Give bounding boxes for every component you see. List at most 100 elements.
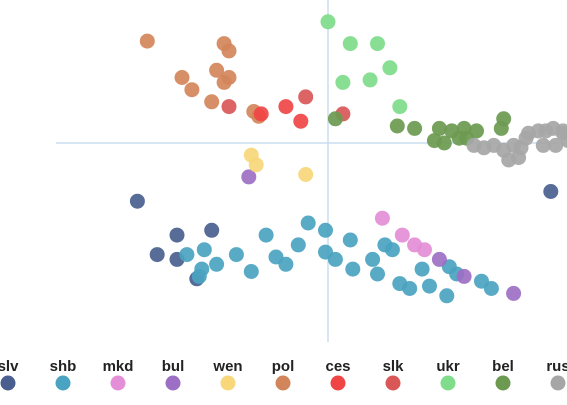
legend-item-slv: slv: [0, 358, 19, 391]
point-pol-4: [174, 70, 190, 85]
point-bel-3: [431, 120, 447, 136]
point-slv-5: [169, 227, 185, 243]
legend-swatch: [440, 375, 456, 391]
point-pol-3: [209, 62, 225, 78]
point-ces-2: [293, 113, 309, 129]
point-ukr-1: [342, 36, 358, 52]
point-shb-14: [327, 251, 343, 267]
point-shb-3: [209, 256, 225, 272]
point-pol-0: [139, 33, 155, 49]
point-ukr-3: [382, 60, 398, 76]
series-pol: [139, 33, 267, 124]
legend-label: bul: [162, 358, 185, 375]
series-bel: [327, 111, 512, 151]
legend-item-slk: slk: [383, 358, 404, 391]
legend-swatch: [495, 375, 511, 391]
legend-swatch: [385, 375, 401, 391]
point-slv-3: [204, 222, 220, 238]
point-bel-1: [389, 118, 405, 134]
point-shb-24: [422, 278, 437, 294]
point-slk-1: [298, 89, 314, 105]
legend-label: ces: [325, 358, 350, 375]
series-shb: [179, 215, 499, 304]
legend-swatch: [0, 375, 16, 391]
point-mkd-0: [374, 210, 390, 226]
legend-swatch: [275, 375, 291, 391]
point-shb-25: [439, 288, 455, 304]
point-slv-6: [543, 184, 559, 199]
point-bel-10: [426, 133, 442, 149]
legend-item-ukr: ukr: [436, 358, 460, 391]
legend-item-rus: rus: [546, 358, 567, 391]
point-rus-14: [535, 137, 551, 153]
point-shb-5: [228, 247, 244, 263]
data-points: [129, 14, 567, 304]
point-shb-22: [402, 281, 418, 296]
series-rus: [466, 120, 567, 168]
legend-item-bel: bel: [492, 358, 514, 391]
legend-swatch: [165, 375, 181, 391]
point-ukr-0: [320, 14, 336, 30]
legend-swatch: [330, 375, 346, 391]
legend-label: slv: [0, 358, 19, 375]
legend-item-shb: shb: [50, 358, 76, 391]
point-bul-2: [456, 268, 472, 284]
point-rus-15: [548, 137, 564, 153]
legend-item-mkd: mkd: [103, 358, 134, 391]
point-ukr-6: [392, 99, 408, 115]
point-bel-8: [451, 130, 467, 146]
point-pol-7: [221, 70, 237, 85]
point-bul-1: [431, 251, 447, 267]
point-shb-11: [300, 215, 316, 231]
point-ces-1: [278, 99, 294, 115]
series-ukr: [320, 14, 408, 115]
point-wen-1: [248, 157, 264, 173]
point-shb-15: [342, 232, 358, 248]
point-shb-19: [384, 242, 400, 258]
legend-label: rus: [546, 358, 567, 375]
point-rus-18: [555, 123, 567, 139]
point-shb-16: [345, 261, 361, 277]
legend-item-pol: pol: [272, 358, 295, 391]
point-shb-4: [196, 242, 212, 258]
point-rus-17: [501, 152, 517, 168]
legend-swatch: [55, 375, 71, 391]
point-bel-12: [493, 120, 509, 136]
point-pol-8: [204, 94, 220, 110]
legend: slv shb mkd bul wen pol ces slk ukr bel rus: [0, 358, 567, 391]
point-shb-6: [243, 264, 259, 279]
point-shb-2: [194, 261, 210, 277]
point-mkd-3: [417, 242, 432, 258]
point-bel-0: [327, 111, 343, 127]
point-ukr-4: [362, 72, 378, 88]
legend-item-ces: ces: [325, 358, 351, 391]
point-pol-5: [184, 82, 200, 98]
point-shb-29: [483, 281, 499, 296]
point-shb-20: [370, 266, 385, 282]
point-shb-10: [290, 237, 306, 253]
legend-label: bel: [492, 358, 514, 375]
legend-label: wen: [212, 358, 242, 375]
point-shb-12: [318, 222, 333, 238]
point-ces-0: [253, 106, 269, 122]
legend-item-bul: bul: [162, 358, 185, 391]
point-mkd-1: [394, 227, 410, 243]
point-slv-0: [129, 193, 145, 209]
legend-label: pol: [272, 358, 295, 375]
point-shb-0: [179, 247, 195, 263]
series-mkd: [374, 210, 432, 258]
point-shb-23: [414, 261, 430, 277]
point-bul-3: [506, 285, 522, 301]
legend-item-wen: wen: [212, 358, 243, 391]
legend-label: mkd: [103, 358, 134, 375]
legend-swatch: [110, 375, 126, 391]
point-bul-0: [241, 169, 257, 185]
series-bul: [241, 169, 522, 301]
point-slk-0: [221, 99, 237, 115]
point-shb-17: [365, 251, 381, 267]
point-bel-2: [407, 120, 423, 136]
point-slv-4: [149, 247, 165, 263]
point-ukr-2: [370, 36, 385, 52]
series-ces: [253, 99, 309, 129]
